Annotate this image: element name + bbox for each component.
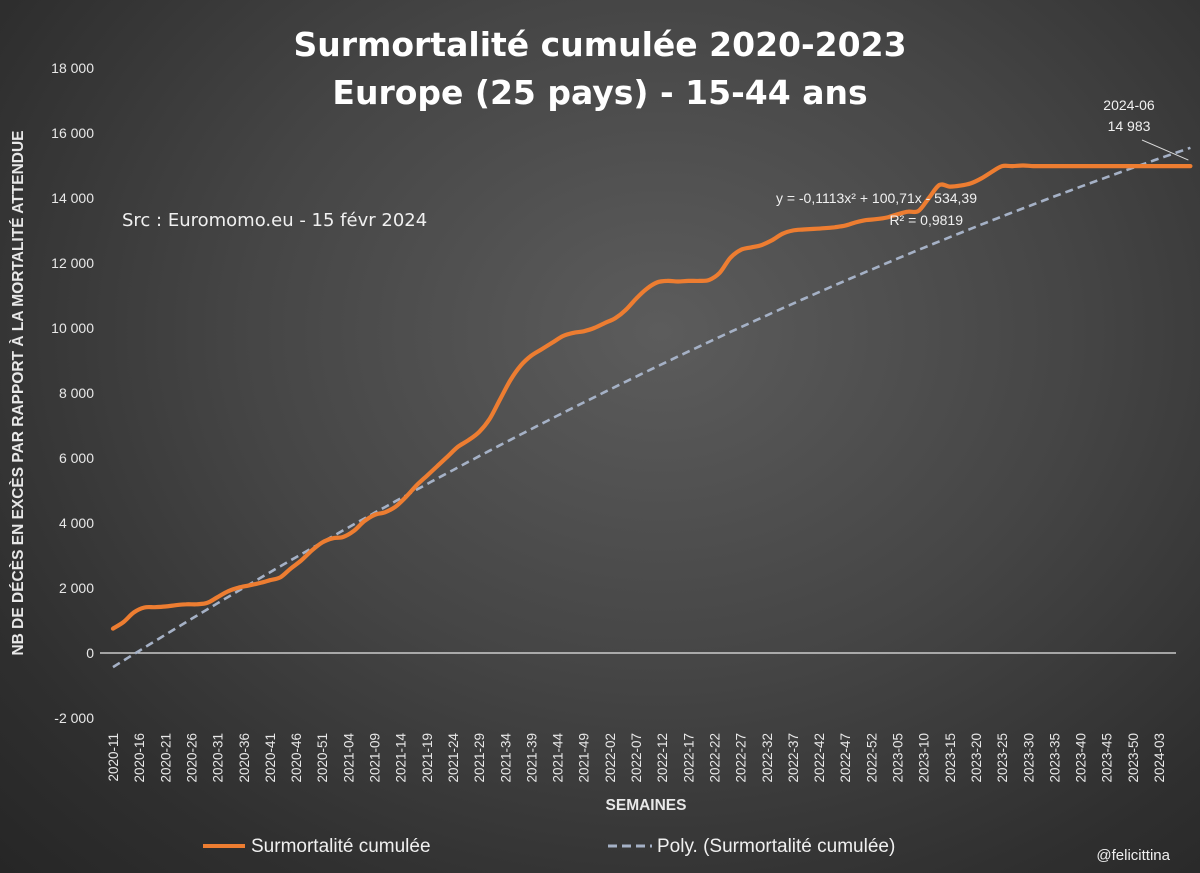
x-tick-label: 2023-50 (1126, 733, 1141, 783)
x-tick-label: 2023-05 (891, 733, 906, 783)
x-tick-label: 2021-24 (446, 733, 461, 783)
x-tick-label: 2022-07 (629, 733, 644, 783)
x-tick-label: 2022-47 (838, 733, 853, 783)
x-tick-label: 2021-39 (524, 733, 539, 783)
author-credit: @felicittina (1096, 847, 1170, 864)
y-tick-label: 0 (86, 645, 94, 661)
chart-title: Surmortalité cumulée 2020-2023 Europe (2… (293, 25, 906, 112)
x-tick-label: 2020-21 (158, 733, 173, 783)
x-tick-label: 2021-29 (472, 733, 487, 783)
source-annotation: Src : Euromomo.eu - 15 févr 2024 (122, 210, 427, 231)
x-tick-label: 2020-36 (237, 733, 252, 783)
x-tick-label: 2022-42 (812, 733, 827, 783)
plot-area (100, 139, 1193, 669)
y-tick-label: 18 000 (51, 60, 94, 76)
x-tick-label: 2021-34 (498, 733, 513, 783)
legend-label-trend: Poly. (Surmortalité cumulée) (657, 836, 895, 857)
x-tick-label: 2024-03 (1152, 733, 1167, 783)
x-tick-label: 2022-22 (707, 733, 722, 783)
x-tick-label: 2021-09 (368, 733, 383, 783)
x-tick-label: 2023-25 (995, 733, 1010, 783)
chart-title-line-2: Europe (25 pays) - 15-44 ans (332, 73, 867, 112)
x-axis-title: SEMAINES (606, 797, 687, 814)
y-tick-label: 12 000 (51, 255, 94, 271)
annotation-leader-line (1141, 139, 1189, 161)
x-axis: 2020-11 2020-16 2020-21 2020-26 2020-31 2020-… (106, 733, 1167, 783)
x-tick-label: 2022-27 (734, 733, 749, 783)
y-tick-label: 4 000 (59, 515, 94, 531)
y-axis-title: NB DE DÉCÈS EN EXCÈS PAR RAPPORT À LA MO… (10, 130, 27, 655)
y-tick-label: 16 000 (51, 125, 94, 141)
x-tick-label: 2023-35 (1047, 733, 1062, 783)
trend-line (112, 146, 1191, 669)
y-tick-label: -2 000 (54, 710, 94, 726)
last-point-value: 14 983 (1108, 118, 1151, 134)
x-tick-label: 2022-02 (603, 733, 618, 783)
x-tick-label: 2023-40 (1074, 733, 1089, 783)
x-tick-label: 2022-37 (786, 733, 801, 783)
x-tick-label: 2022-52 (864, 733, 879, 783)
x-tick-label: 2023-10 (917, 733, 932, 783)
x-tick-label: 2023-45 (1100, 733, 1115, 783)
trendline-r-squared: R² = 0,9819 (889, 212, 963, 228)
legend-label-actual: Surmortalité cumulée (251, 836, 431, 857)
x-tick-label: 2020-31 (211, 733, 226, 783)
x-tick-label: 2020-16 (132, 733, 147, 783)
chart-title-line-1: Surmortalité cumulée 2020-2023 (293, 25, 906, 64)
x-tick-label: 2020-11 (106, 733, 121, 782)
x-tick-label: 2023-20 (969, 733, 984, 783)
x-tick-label: 2023-30 (1021, 733, 1036, 783)
legend: Surmortalité cumulée Poly. (Surmortalité… (203, 836, 895, 857)
x-tick-label: 2021-14 (394, 733, 409, 783)
x-tick-label: 2021-04 (341, 733, 356, 783)
trendline-equation: y = -0,1113x² + 100,71x - 534,39 (776, 190, 977, 206)
x-tick-label: 2021-49 (577, 733, 592, 783)
excess-mortality-line (110, 163, 1193, 631)
y-tick-label: 14 000 (51, 190, 94, 206)
y-axis: -2 000 0 2 000 4 000 6 000 8 000 10 000 12 000 1… (51, 60, 94, 726)
y-tick-label: 2 000 (59, 580, 94, 596)
x-tick-label: 2021-44 (551, 733, 566, 783)
x-tick-label: 2021-19 (420, 733, 435, 783)
last-point-label: 2024-06 (1103, 97, 1155, 113)
x-tick-label: 2020-41 (263, 733, 278, 783)
y-tick-label: 10 000 (51, 320, 94, 336)
x-tick-label: 2022-32 (760, 733, 775, 783)
x-tick-label: 2020-26 (184, 733, 199, 783)
y-tick-label: 8 000 (59, 385, 94, 401)
x-tick-label: 2020-51 (315, 733, 330, 783)
x-tick-label: 2023-15 (943, 733, 958, 783)
x-tick-label: 2020-46 (289, 733, 304, 783)
x-tick-label: 2022-12 (655, 733, 670, 783)
y-tick-label: 6 000 (59, 450, 94, 466)
x-tick-label: 2022-17 (681, 733, 696, 783)
